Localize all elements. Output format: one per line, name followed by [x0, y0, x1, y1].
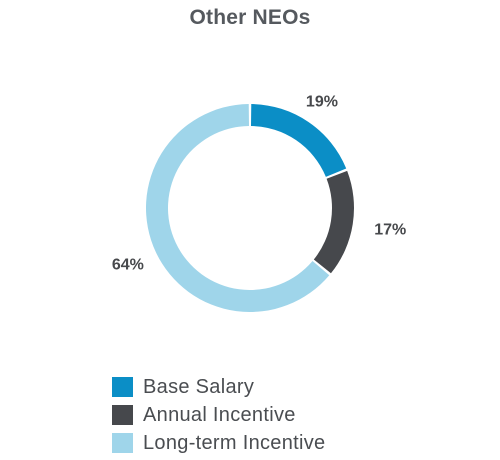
donut-value-labels: 19% 17% 64%	[112, 93, 406, 273]
chart-title: Other NEOs	[189, 6, 311, 29]
legend-swatch-annual-incentive	[112, 405, 133, 425]
legend-swatch-long-term-incentive	[112, 433, 133, 453]
donut-chart: 19% 17% 64%	[112, 93, 406, 313]
value-label-long-term-incentive: 64%	[112, 257, 144, 274]
legend-item-base-salary: Base Salary	[112, 373, 325, 401]
legend-item-annual-incentive: Annual Incentive	[112, 401, 325, 429]
legend-item-long-term-incentive: Long-term Incentive	[112, 429, 325, 457]
donut-slice-annual-incentive	[313, 170, 354, 274]
legend-label-annual-incentive: Annual Incentive	[143, 403, 296, 426]
value-label-annual-incentive: 17%	[374, 221, 406, 238]
legend-label-base-salary: Base Salary	[143, 375, 255, 398]
legend-swatch-base-salary	[112, 377, 133, 397]
value-label-base-salary: 19%	[306, 93, 338, 110]
chart-legend: Base Salary Annual Incentive Long-term I…	[112, 373, 325, 457]
donut-slice-base-salary	[251, 104, 347, 177]
donut-slices	[146, 104, 354, 313]
legend-label-long-term-incentive: Long-term Incentive	[143, 431, 326, 454]
donut-slice-long-term-incentive	[146, 104, 330, 313]
